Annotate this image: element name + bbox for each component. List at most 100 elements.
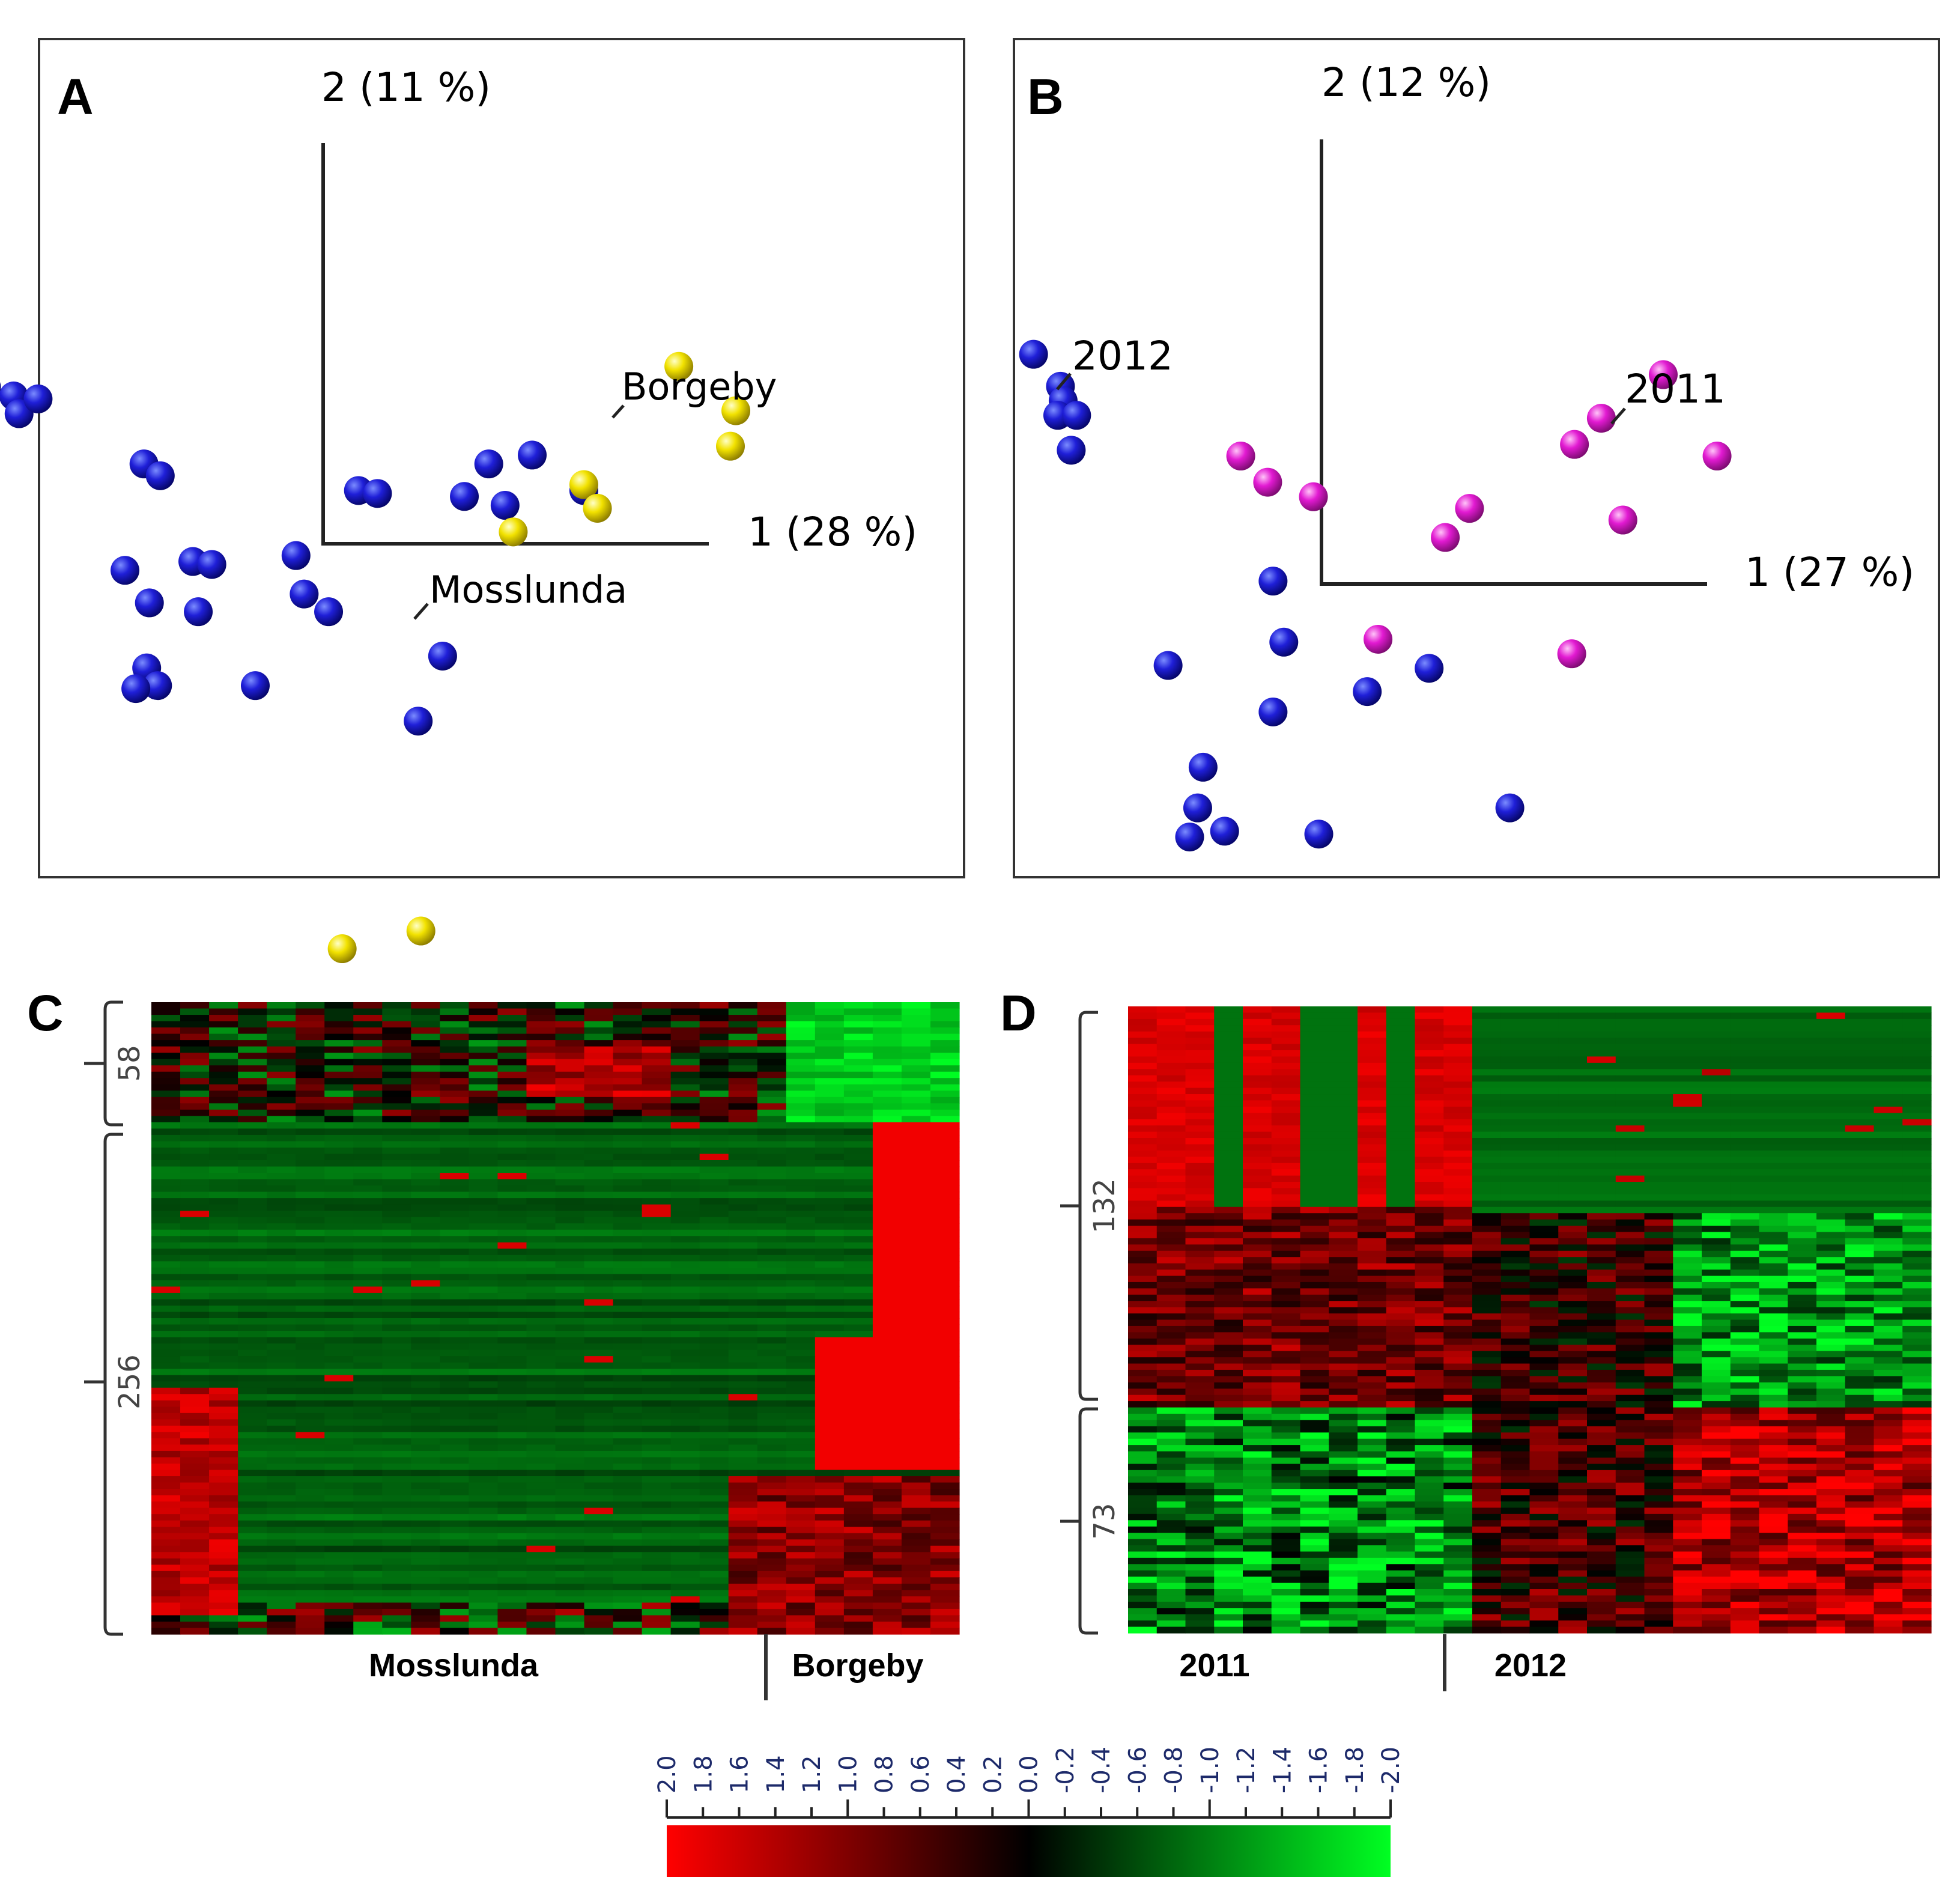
heatmap-c-cell — [469, 1147, 499, 1155]
heatmap-d-cell — [1587, 1338, 1616, 1345]
heatmap-d-cell — [1386, 1420, 1416, 1427]
heatmap-d-cell — [1472, 1175, 1502, 1182]
heatmap-c-cell — [815, 1507, 845, 1515]
heatmap-c-cell — [151, 1185, 181, 1193]
heatmap-d-cell — [1358, 1382, 1387, 1389]
heatmap-c-cell — [469, 1223, 499, 1230]
heatmap-d-cell — [1816, 1018, 1846, 1026]
heatmap-d-cell — [1587, 1270, 1616, 1277]
heatmap-d-cell — [1329, 1194, 1358, 1201]
heatmap-c-cell — [872, 1381, 902, 1389]
heatmap-c-cell — [267, 1602, 296, 1610]
heatmap-c-cell — [757, 1457, 787, 1464]
heatmap-c-cell — [382, 1217, 411, 1224]
heatmap-c-cell — [353, 1249, 383, 1256]
heatmap-d-cell — [1128, 1345, 1157, 1352]
heatmap-c-cell — [469, 1628, 499, 1635]
heatmap-d-cell — [1558, 1357, 1588, 1364]
heatmap-c-cell — [815, 1059, 845, 1066]
heatmap-d-cell — [1644, 1075, 1673, 1082]
heatmap-c-cell — [757, 1615, 787, 1622]
heatmap-c-cell — [180, 1457, 210, 1464]
heatmap-d-cell — [1329, 1288, 1358, 1295]
heatmap-c-cell — [872, 1008, 902, 1015]
heatmap-c-cell — [843, 1552, 873, 1559]
heatmap-d-cell — [1587, 1219, 1616, 1226]
heatmap-c-cell — [555, 1084, 585, 1091]
heatmap-d-cell — [1874, 1081, 1903, 1089]
heatmap-d-cell — [1156, 1432, 1186, 1440]
heatmap-c-cell — [699, 1274, 729, 1281]
heatmap-c-cell — [440, 1324, 469, 1331]
heatmap-d-cell — [1271, 1119, 1301, 1126]
heatmap-c-cell — [353, 1527, 383, 1534]
heatmap-d-cell — [1845, 1319, 1875, 1327]
heatmap-c-cell — [209, 1008, 238, 1015]
heatmap-d-cell — [1443, 1144, 1473, 1151]
heatmap-d-cell — [1816, 1244, 1846, 1252]
heatmap-c-cell — [353, 1533, 383, 1540]
heatmap-d-cell — [1759, 1012, 1788, 1020]
heatmap-d-cell — [1788, 1125, 1817, 1133]
heatmap-d-cell — [1673, 1069, 1702, 1076]
heatmap-d-cell — [1615, 1182, 1645, 1189]
heatmap-c-cell — [324, 1116, 354, 1123]
heatmap-d-cell — [1185, 1232, 1215, 1239]
heatmap-c-cell — [411, 1154, 440, 1161]
heatmap-d-cell — [1386, 1175, 1416, 1182]
heatmap-d-cell — [1185, 1018, 1215, 1026]
heatmap-d-cell — [1902, 1345, 1932, 1352]
heatmap-d-cell — [1673, 1426, 1702, 1433]
heatmap-c-cell — [296, 1211, 325, 1218]
heatmap-c-cell — [469, 1134, 499, 1142]
heatmap-c-cell — [815, 1337, 845, 1344]
heatmap-c-cell — [238, 1249, 267, 1256]
heatmap-c-cell — [497, 1621, 527, 1629]
heatmap-c-cell — [353, 1583, 383, 1590]
heatmap-c-cell — [180, 1249, 210, 1256]
heatmap-c-cell — [238, 1343, 267, 1351]
heatmap-c-cell — [151, 1033, 181, 1041]
heatmap-c-cell — [757, 1381, 787, 1389]
heatmap-d-cell — [1529, 1345, 1559, 1352]
heatmap-d-cell — [1874, 1464, 1903, 1471]
heatmap-d-cell — [1185, 1044, 1215, 1051]
heatmap-d-cell — [1271, 1282, 1301, 1289]
heatmap-c-cell — [843, 1261, 873, 1268]
heatmap-c-cell — [353, 1545, 383, 1553]
heatmap-d-cell — [1529, 1069, 1559, 1076]
heatmap-d-cell — [1673, 1188, 1702, 1195]
heatmap-c-cell — [440, 1394, 469, 1401]
heatmap-d-cell — [1329, 1470, 1358, 1477]
heatmap-d-cell — [1788, 1345, 1817, 1352]
heatmap-c-cell — [930, 1065, 960, 1072]
heatmap-c-cell — [728, 1331, 758, 1338]
heatmap-c-cell — [209, 1407, 238, 1414]
heatmap-d-cell — [1615, 1282, 1645, 1289]
heatmap-c-cell — [180, 1331, 210, 1338]
heatmap-c-cell — [353, 1507, 383, 1515]
heatmap-d-cell — [1128, 1376, 1157, 1383]
heatmap-c-cell — [555, 1381, 585, 1389]
heatmap-c-cell — [901, 1027, 931, 1035]
heatmap-c-cell — [613, 1514, 643, 1521]
heatmap-d-cell — [1128, 1056, 1157, 1063]
heatmap-c-cell — [699, 1438, 729, 1445]
heatmap-c-cell — [584, 1033, 614, 1041]
heatmap-c-cell — [901, 1501, 931, 1509]
heatmap-d-cell — [1644, 1250, 1673, 1258]
heatmap-c-cell — [584, 1305, 614, 1313]
heatmap-c-cell — [786, 1590, 816, 1597]
heatmap-d-cell — [1472, 1319, 1502, 1327]
heatmap-d-cell — [1300, 1332, 1329, 1339]
heatmap-c-cell — [469, 1229, 499, 1236]
cluster-256-label: 256 — [113, 1354, 147, 1410]
heatmap-d-cell — [1730, 1044, 1760, 1051]
heatmap-c-cell — [555, 1280, 585, 1287]
heatmap-c-cell — [180, 1078, 210, 1085]
heatmap-c-cell — [497, 1015, 527, 1022]
heatmap-c-cell — [815, 1097, 845, 1104]
heatmap-c-cell — [843, 1387, 873, 1395]
heatmap-d-cell — [1300, 1420, 1329, 1427]
heatmap-d-cell — [1358, 1288, 1387, 1295]
